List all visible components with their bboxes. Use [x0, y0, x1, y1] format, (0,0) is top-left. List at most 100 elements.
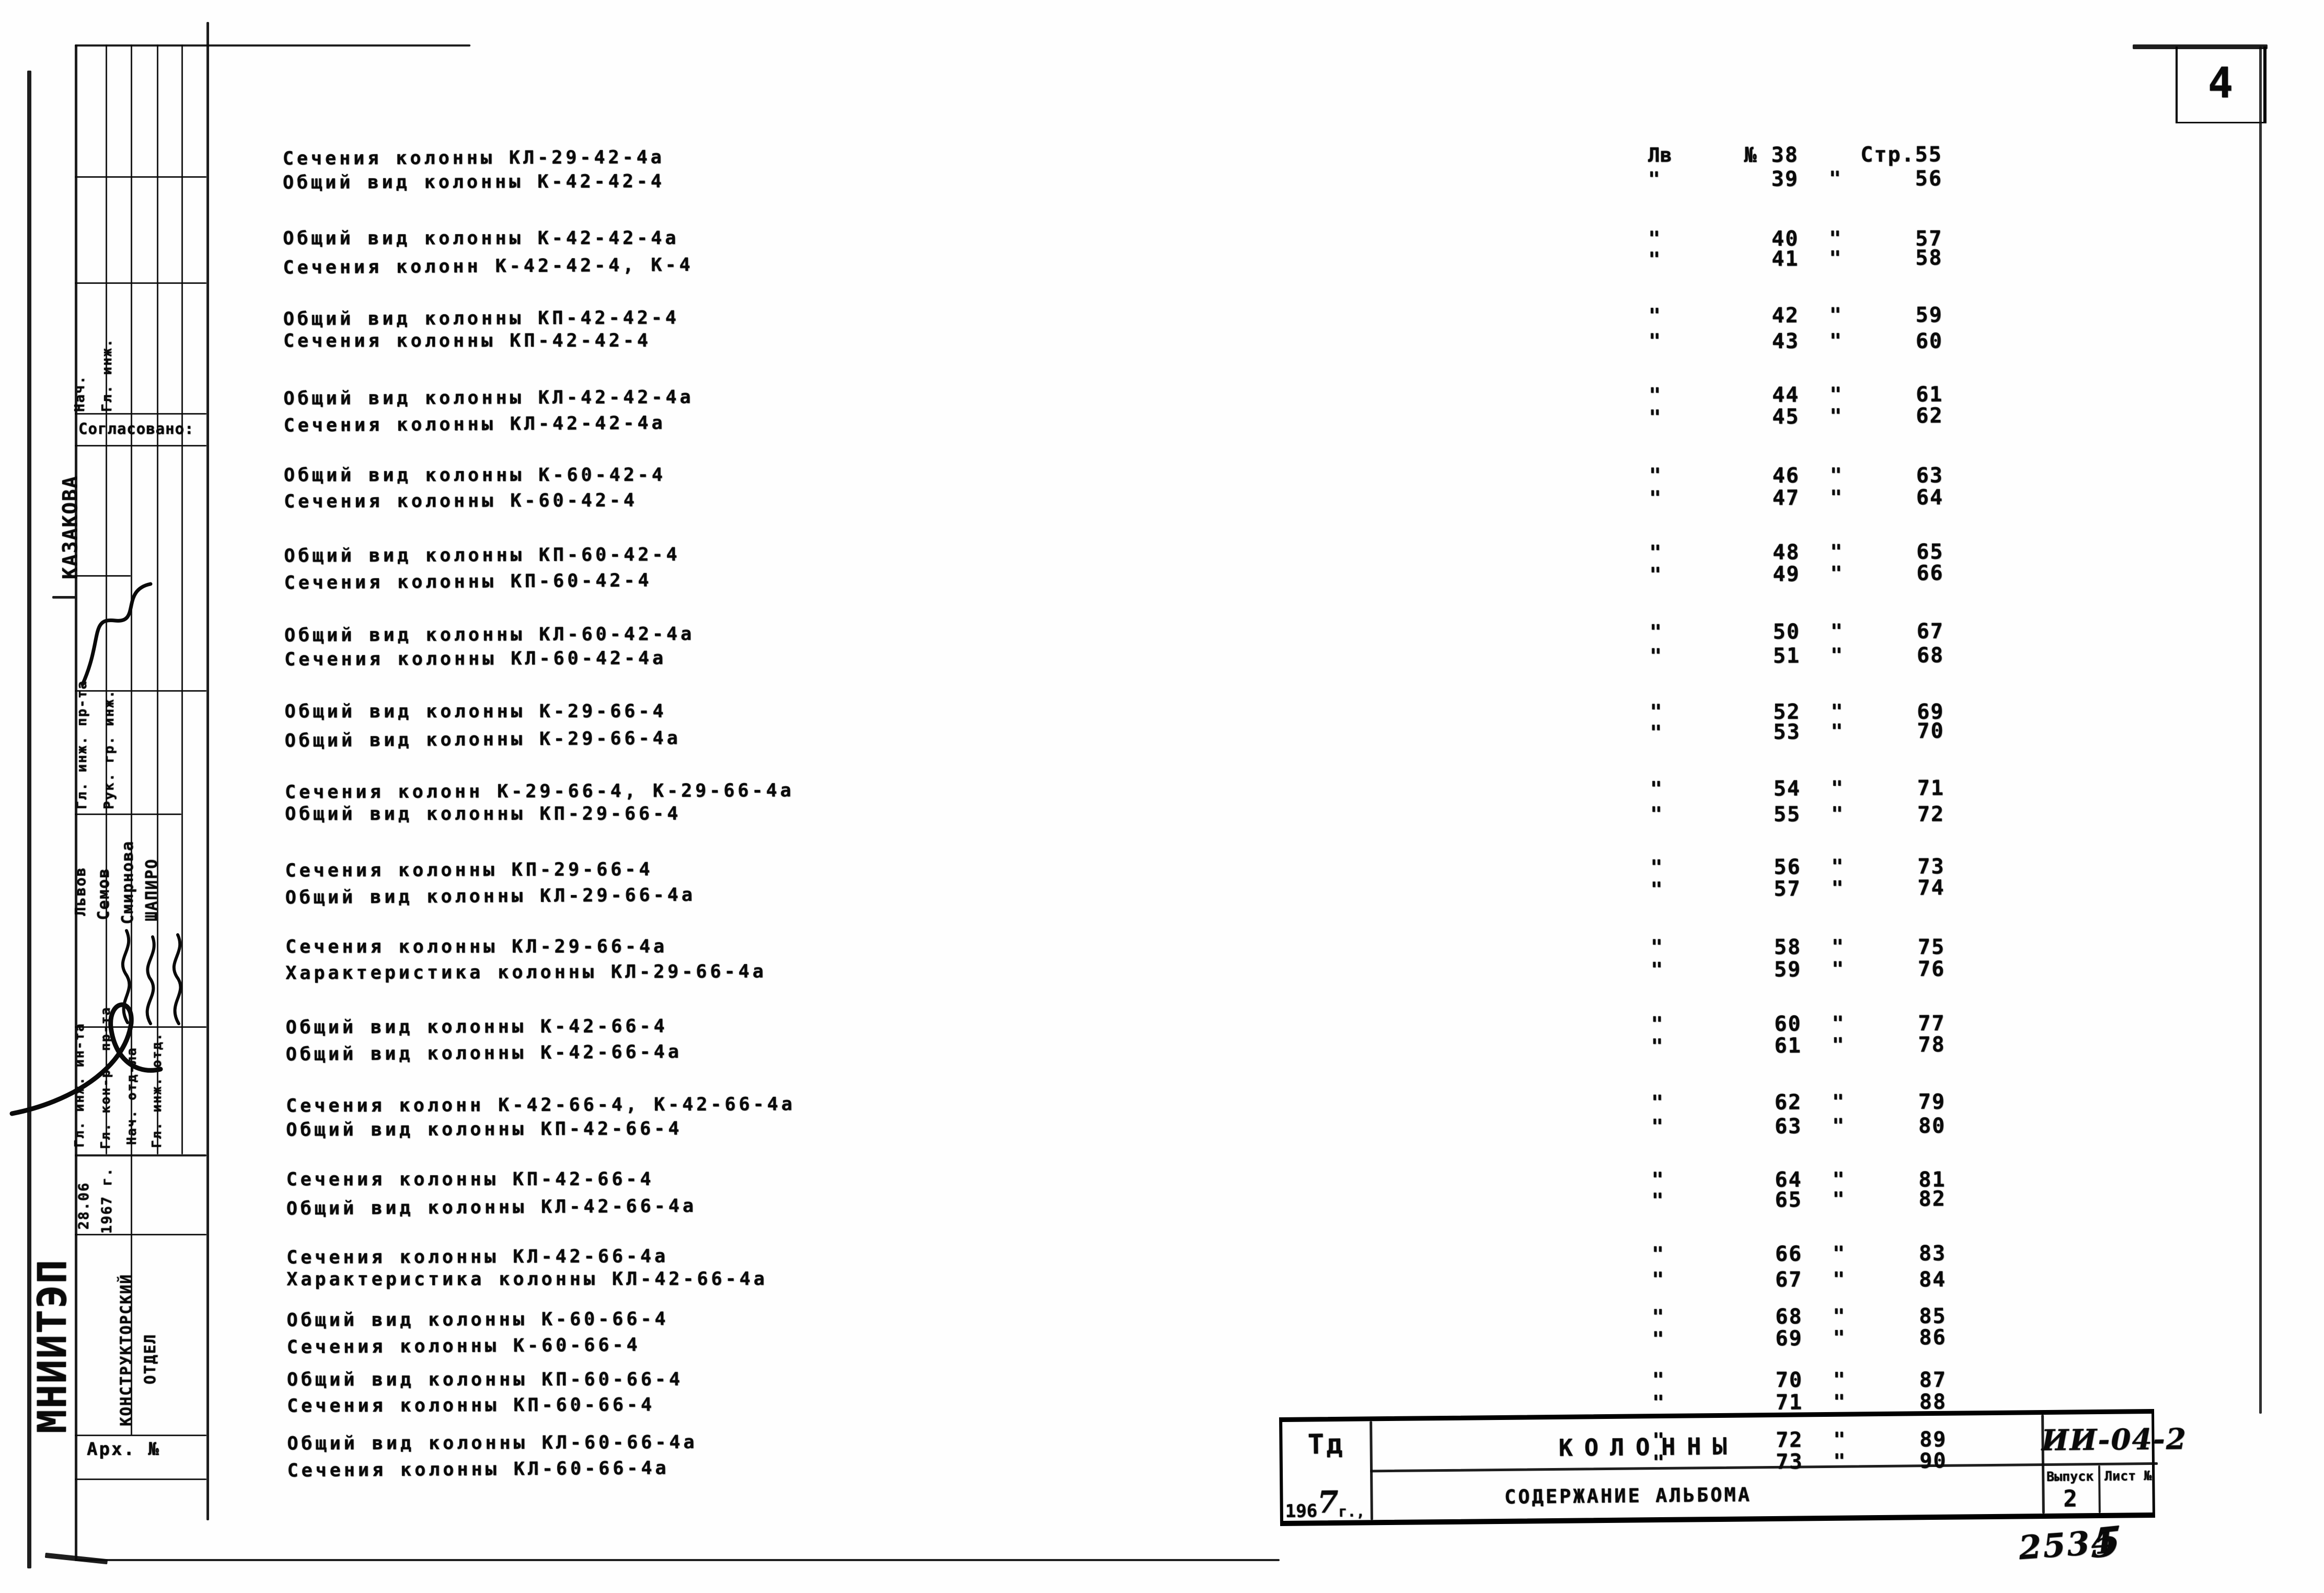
issue-value: 2 — [2063, 1485, 2078, 1512]
stamp-sidebar: Нач. Гл. инж. КАЗАКОВА Гл. инж. пр-та Рук. г… — [0, 0, 1280, 1590]
page-number-cell: 84 — [1919, 1267, 1947, 1292]
sidebar-grid-line — [157, 44, 158, 1154]
toc-row: Общий вид колонны КП-42-42-4 " 42 " 59 — [283, 303, 1987, 333]
sidebar-grid-line — [75, 1234, 206, 1235]
toc-entry-title: Общий вид колонны КП-42-42-4 — [283, 307, 680, 330]
page-number-cell: 56 — [1915, 166, 1942, 191]
toc-row: Общий вид колонны КП-29-66-4 " 55 " 72 — [285, 803, 1989, 828]
toc-entry-title: Общий вид колонны К-42-42-4 — [282, 171, 665, 193]
page-number: 4 — [2207, 59, 2234, 107]
sidebar-grid-line — [75, 413, 206, 415]
sheet-number: 63 — [1774, 1114, 1802, 1139]
page-number-cell: 77 — [1918, 1011, 1946, 1036]
page-number-cell: 73 — [1917, 854, 1945, 879]
approved-by-name: КАЗАКОВА — [59, 475, 82, 579]
sheet-number: 56 — [1774, 855, 1801, 879]
sidebar-grid-line — [75, 44, 470, 47]
page-number-cell: 67 — [1916, 619, 1944, 644]
sidebar-grid-line — [75, 690, 206, 692]
year-suffix: г., — [1338, 1503, 1365, 1520]
toc-row: Сечения колонны КЛ-29-66-4а " 58 " 75 — [285, 935, 1989, 961]
toc-row: Сечения колонны КЛ-42-66-4а " 66 " 83 — [286, 1241, 1991, 1271]
toc-entry-title: Сечения колонн К-42-66-4, К-42-66-4а — [285, 1094, 796, 1117]
sheet-number: 42 — [1771, 303, 1799, 328]
sheet-number: 53 — [1773, 720, 1801, 744]
sheet-number: 44 — [1772, 383, 1800, 407]
sheet-number: 68 — [1775, 1304, 1803, 1329]
toc-entry-title: Общий вид колонны КП-60-42-4 — [284, 544, 681, 567]
signature-semov — [121, 929, 131, 1024]
toc-entry-title: Характеристика колонны КЛ-42-66-4а — [286, 1268, 768, 1290]
sidebar-grid-line — [131, 44, 132, 1435]
role-label-ruk-gr: Рук. гр. инж. — [101, 689, 117, 810]
sidebar-grid-line — [206, 22, 209, 1520]
sidebar-grid-line — [181, 44, 183, 1154]
toc-entry-title: Сечения колонны КЛ-60-66-4а — [287, 1458, 670, 1482]
page-number-cell: 66 — [1916, 561, 1944, 586]
series-code: ИИ-04-2 — [2041, 1422, 2188, 1458]
album-title: КОЛОННЫ — [1558, 1432, 1739, 1462]
sidebar-grid-line — [75, 282, 206, 284]
sidebar-grid-line — [75, 1026, 206, 1028]
doc-type: Тд — [1307, 1428, 1345, 1461]
toc-entry-title: Сечения колонны КЛ-29-66-4а — [285, 936, 668, 958]
page-number-cell: 87 — [1919, 1368, 1947, 1392]
page-number-cell: 80 — [1918, 1114, 1946, 1138]
toc-entry-title: Общий вид колонны КП-60-66-4 — [286, 1369, 683, 1391]
sheet-number: 49 — [1773, 562, 1800, 587]
sheet-number: 58 — [1774, 935, 1802, 959]
toc-entry-title: Общий вид колонны КП-29-66-4 — [285, 803, 682, 825]
sheet-number: 45 — [1772, 405, 1800, 429]
toc-entry-title: Общий вид колонны К-42-66-4 — [285, 1016, 668, 1038]
page-number-cell: 64 — [1916, 485, 1944, 510]
page-number-cell: 71 — [1917, 776, 1945, 800]
sheet-number: 41 — [1771, 247, 1799, 271]
sheet-number: 54 — [1773, 776, 1801, 801]
name-semov: Семов — [95, 867, 113, 920]
role-label-gl-inzh-prta: Гл. инж. пр-та — [74, 680, 90, 809]
toc-entry-title: Сечения колонн К-29-66-4, К-29-66-4а — [284, 780, 795, 803]
toc-row: Общий вид колонны КП-60-66-4 " 70 " 87 — [287, 1368, 1991, 1394]
sheet-number: 50 — [1773, 620, 1800, 644]
toc-entry-title: Сечения колонны КЛ-42-42-4а — [283, 412, 666, 437]
toc-row: Общий вид колонны К-60-42-4 " 46 " 63 — [284, 464, 1988, 489]
toc-entry-title: Сечения колонн К-42-42-4, К-4 — [283, 254, 694, 279]
sidebar-grid-line — [106, 44, 107, 1154]
sidebar-grid-line — [75, 1435, 206, 1436]
role-label-nach: Нач. — [72, 375, 88, 412]
scan-edge-line — [27, 71, 31, 1568]
page-number-cell: 82 — [1918, 1187, 1946, 1211]
year-handwritten-digit: 7 — [1317, 1484, 1339, 1520]
toc-entry-title: Общий вид колонны К-60-66-4 — [286, 1309, 669, 1331]
toc-row: Характеристика колонны КЛ-29-66-4а " 59 " 76 — [285, 957, 1989, 987]
name-shapiro: ШАПИРО — [143, 858, 161, 921]
sidebar-grid-line — [75, 445, 206, 446]
handwritten-mark: 5 — [2090, 1517, 2122, 1568]
sheet-number: 66 — [1775, 1242, 1803, 1266]
sheet-number: 51 — [1773, 644, 1801, 668]
approved-label: Согласовано: — [78, 420, 194, 438]
title-block: Тд 1967г., КОЛОННЫ СОДЕРЖАНИЕ АЛЬБОМА ИИ… — [1279, 1408, 2188, 1527]
toc-entry-title: Общий вид колонны К-29-66-4а — [284, 728, 681, 752]
doc-year: 1967г., — [1285, 1484, 1371, 1525]
sheet-number: 46 — [1772, 463, 1800, 488]
page-number-cell: 68 — [1916, 643, 1945, 668]
archive-number-label: Арх. № — [87, 1439, 160, 1460]
page-number-cell: 63 — [1916, 463, 1943, 488]
organization-name: МНИИТЭП — [29, 1258, 75, 1434]
toc-entry-title: Характеристика колонны КЛ-29-66-4а — [285, 961, 767, 984]
right-frame-line — [2259, 47, 2262, 1414]
toc-entry-title: Общий вид колонны КЛ-60-66-4а — [287, 1431, 698, 1454]
page-number-cell: 65 — [1916, 540, 1944, 564]
toc-entry-title: Общий вид колонны КП-42-66-4 — [286, 1118, 683, 1141]
page-number-cell: 59 — [1915, 303, 1943, 327]
toc-row: Характеристика колонны КЛ-42-66-4а " 67 " 84 — [286, 1268, 1991, 1293]
scan-edge-dash — [52, 596, 75, 599]
toc-entry-title: Сечения колонны КП-60-66-4 — [287, 1394, 655, 1417]
sidebar-grid-line — [75, 44, 77, 1561]
signature-smirnova — [145, 935, 156, 1025]
page-number-cell: Стр.55 — [1860, 142, 1942, 167]
department-line2: ОТДЕЛ — [141, 1333, 159, 1384]
page-number-cell: 85 — [1919, 1304, 1947, 1328]
